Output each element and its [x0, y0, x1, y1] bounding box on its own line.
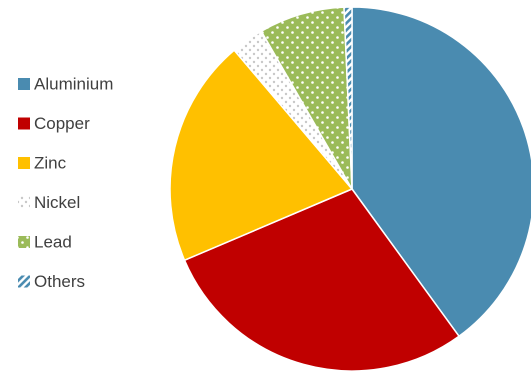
legend-label-zinc: Zinc [34, 154, 67, 173]
legend-item-others: Others [18, 272, 85, 291]
slice-others [343, 6, 353, 190]
pie-slices [169, 6, 531, 372]
legend-item-copper: Copper [18, 114, 90, 133]
legend-label-nickel: Nickel [34, 193, 80, 212]
legend-item-nickel: Nickel [18, 193, 80, 212]
slice-copper [183, 188, 461, 372]
slice-zinc [169, 49, 354, 262]
legend-item-lead: Lead [18, 233, 72, 252]
legend-item-aluminium: Aluminium [18, 75, 113, 94]
legend-item-zinc: Zinc [18, 154, 67, 173]
legend-label-others: Others [34, 272, 85, 291]
legend-swatch-nickel [18, 196, 30, 209]
legend-label-lead: Lead [34, 233, 72, 252]
legend-label-copper: Copper [34, 114, 90, 133]
legend-swatch-aluminium [18, 78, 30, 90]
legend-swatch-lead [18, 236, 30, 248]
legend-swatch-others [18, 275, 30, 288]
legend-label-aluminium: Aluminium [34, 75, 113, 94]
legend-swatch-copper [18, 117, 30, 130]
legend-swatch-zinc [18, 157, 30, 169]
slice-aluminium [351, 6, 531, 338]
legend: Aluminium Copper Zinc Nickel Lead Others [18, 75, 113, 291]
